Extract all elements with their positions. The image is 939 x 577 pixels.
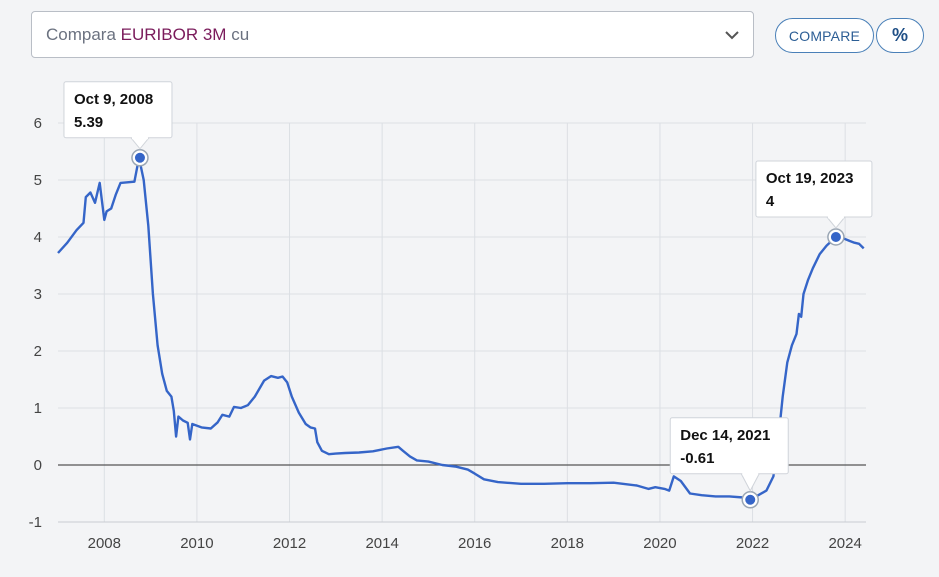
y-tick-label: 6	[34, 115, 42, 132]
x-tick-label: 2024	[828, 535, 861, 552]
x-tick-label: 2014	[365, 535, 398, 552]
compare-button[interactable]: COMPARE	[775, 18, 874, 53]
x-tick-label: 2008	[88, 535, 121, 552]
chevron-down-icon	[725, 31, 739, 40]
select-prefix: Compara	[46, 24, 116, 44]
tooltip-seam	[131, 136, 148, 140]
tooltip: Oct 9, 2008 5.39	[63, 81, 173, 150]
tooltip-pointer	[129, 137, 151, 150]
y-tick-label: 2	[34, 343, 42, 360]
x-tick-label: 2020	[643, 535, 676, 552]
y-tick-label: 1	[34, 400, 42, 417]
select-suffix: cu	[231, 24, 250, 44]
tooltip-box	[669, 417, 789, 475]
tooltip-value: -0.61	[680, 450, 714, 467]
y-tick-label: 0	[34, 457, 42, 474]
percent-toggle-button[interactable]: %	[876, 18, 924, 53]
annotation-marker	[745, 494, 756, 505]
compare-select[interactable]: Compara EURIBOR 3M cu	[31, 11, 754, 58]
tooltip-seam	[827, 215, 844, 219]
x-tick-label: 2010	[180, 535, 213, 552]
annotation-marker	[134, 152, 145, 163]
chart-tooltips: Oct 9, 2008 5.39 Oct 19, 2023 4 Dec 14, 2021…	[63, 81, 873, 492]
x-tick-label: 2018	[551, 535, 584, 552]
tooltip: Oct 19, 2023 4	[755, 160, 873, 229]
y-tick-label: 5	[34, 172, 42, 189]
chart-markers	[131, 149, 845, 509]
x-tick-label: 2012	[273, 535, 306, 552]
tooltip-date: Oct 9, 2008	[74, 91, 153, 108]
x-tick-label: 2022	[736, 535, 769, 552]
tooltip-pointer	[740, 473, 761, 492]
y-tick-label: 3	[34, 286, 42, 303]
tooltip-pointer	[825, 216, 846, 229]
tooltip: Dec 14, 2021 -0.61	[669, 417, 789, 492]
tooltip-value: 5.39	[74, 114, 103, 131]
tooltip-date: Oct 19, 2023	[766, 170, 854, 187]
tooltip-seam	[742, 472, 759, 476]
chart-axes: 2008 2010 2012 2014 2016 2018 2020 2022 2024 -1 0 1…	[29, 115, 866, 552]
tooltip-box	[755, 160, 873, 218]
tooltip-box	[63, 81, 173, 139]
annotation-marker	[830, 232, 841, 242]
y-tick-label: -1	[29, 514, 42, 531]
x-tick-label: 2016	[458, 535, 491, 552]
y-tick-label: 4	[34, 229, 42, 246]
tooltip-date: Dec 14, 2021	[680, 427, 770, 444]
select-symbol: EURIBOR 3M	[120, 24, 227, 44]
tooltip-value: 4	[766, 193, 775, 210]
